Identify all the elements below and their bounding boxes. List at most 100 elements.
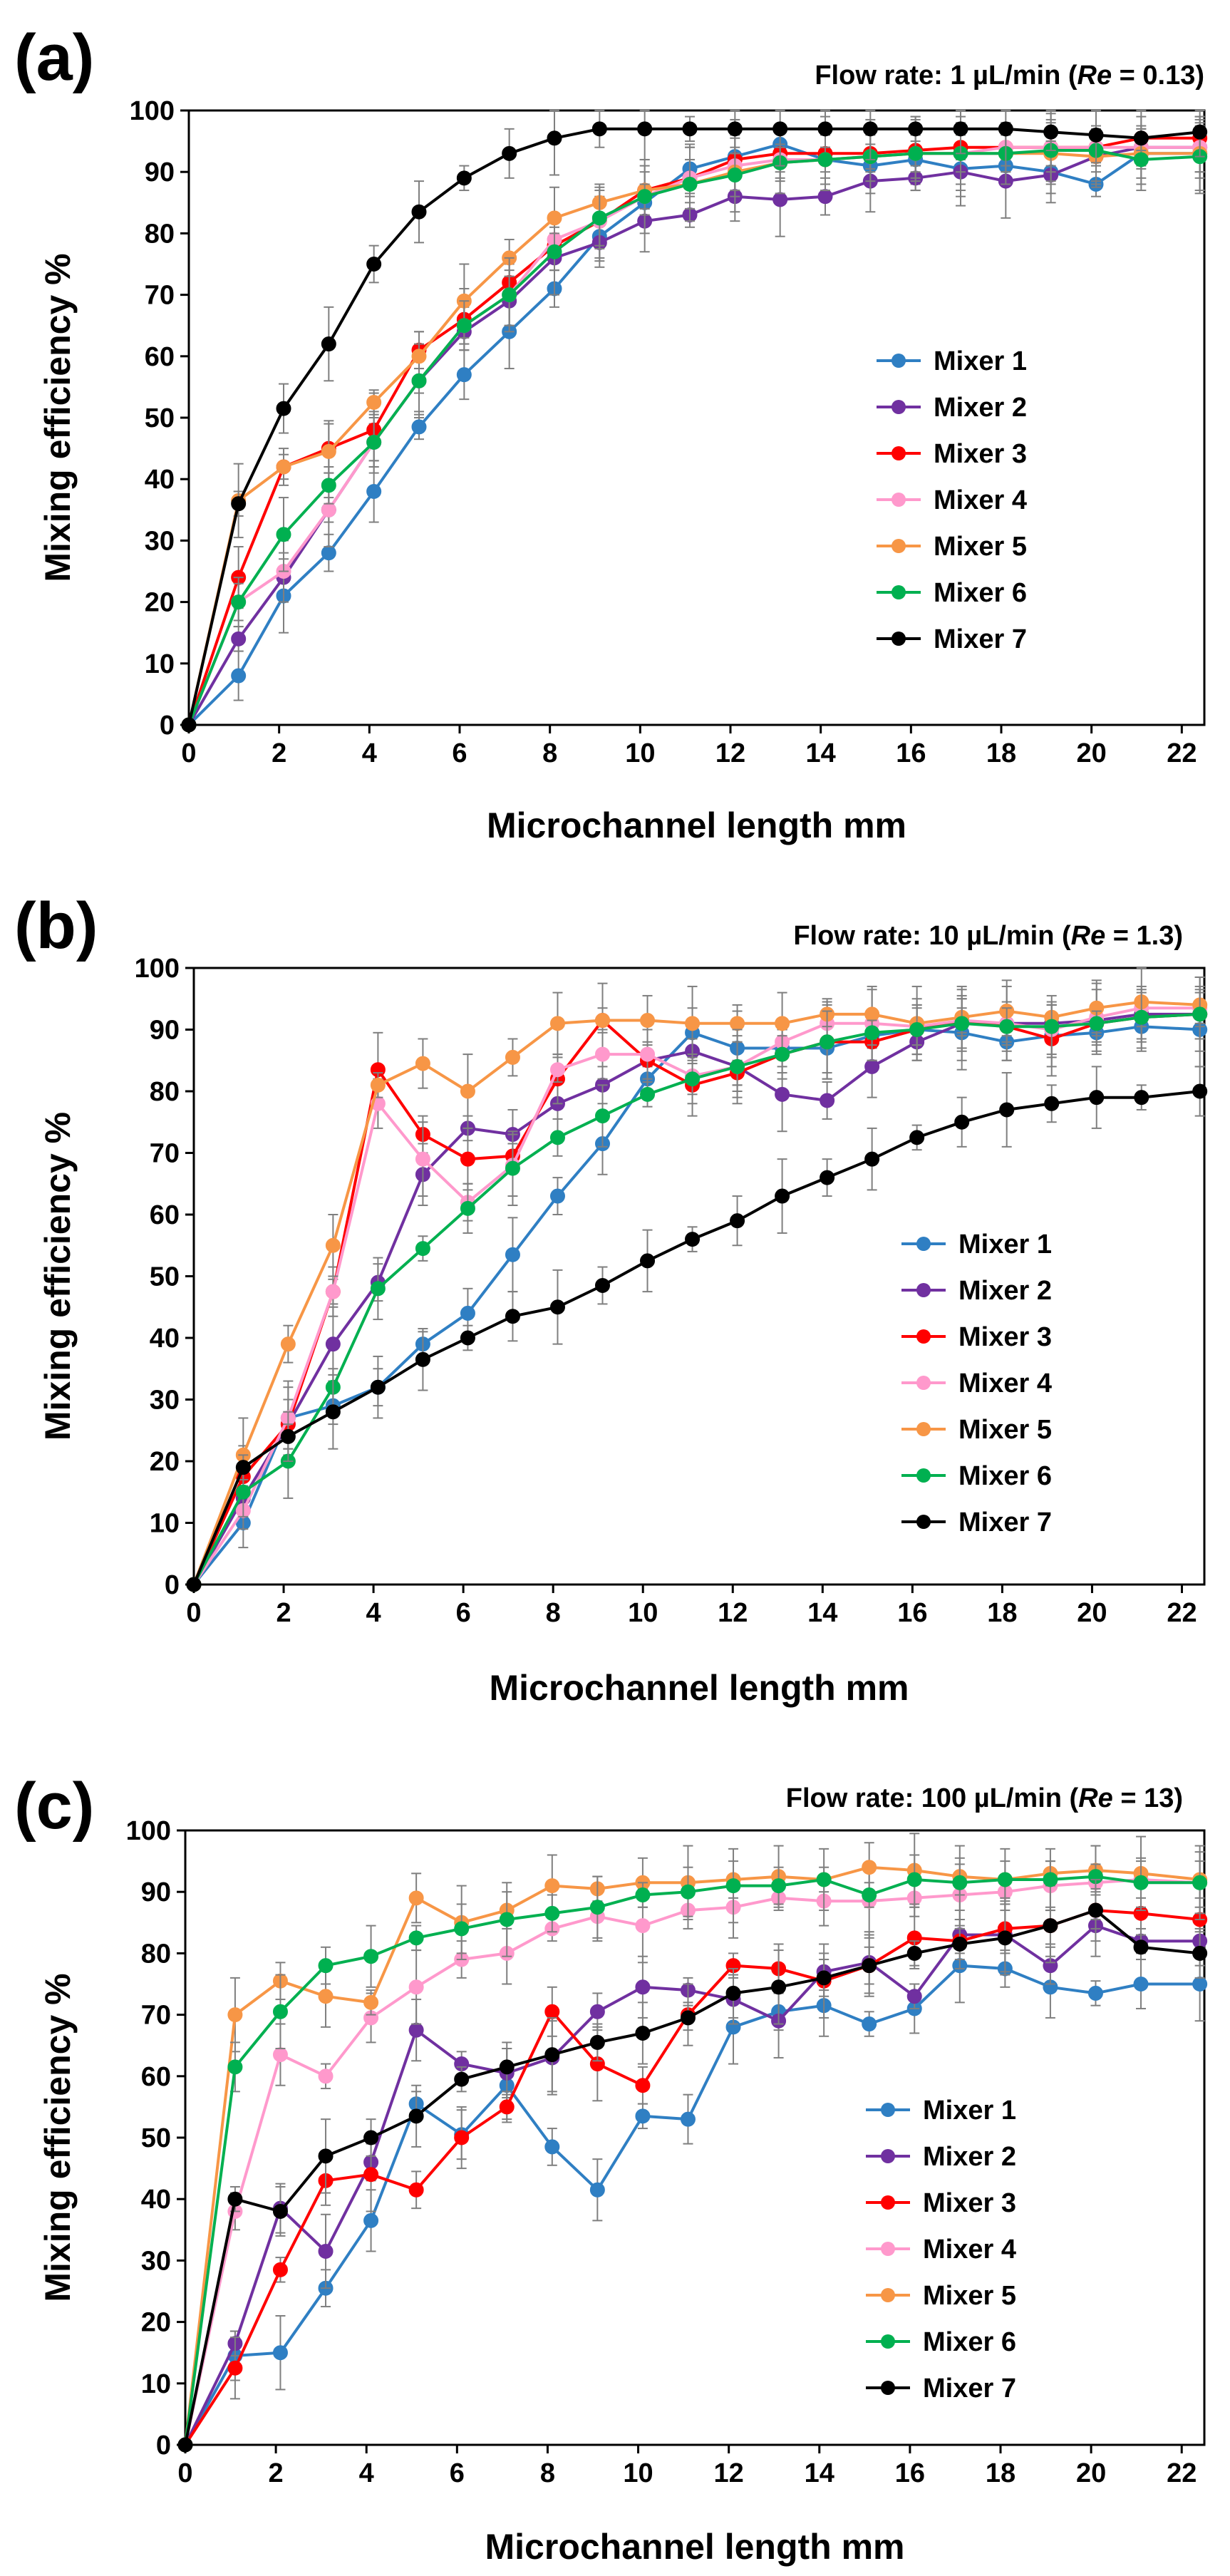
legend-marker: [881, 2195, 895, 2210]
series-mixer-5: [186, 967, 1208, 1592]
data-point: [231, 496, 247, 512]
legend-marker: [892, 585, 906, 599]
x-tick-label: 2: [269, 2458, 284, 2488]
data-point: [454, 2130, 470, 2145]
series-line: [187, 152, 1200, 726]
data-point: [544, 1878, 560, 1894]
data-point: [1088, 127, 1104, 143]
legend-label: Mixer 7: [934, 624, 1027, 654]
y-tick-label: 90: [145, 158, 175, 187]
flow-rate-re: Re: [1078, 1783, 1113, 1813]
data-point: [272, 2004, 288, 2019]
data-point: [1133, 1939, 1149, 1955]
y-tick-label: 30: [145, 526, 175, 556]
data-point: [1192, 1083, 1208, 1099]
data-point: [589, 2034, 605, 2050]
y-tick-label: 80: [145, 219, 175, 249]
x-tick-label: 22: [1167, 1598, 1197, 1628]
legend-marker: [881, 2103, 895, 2117]
legend-marker: [916, 1237, 931, 1251]
legend-label: Mixer 3: [958, 1322, 1052, 1352]
data-point: [408, 1979, 424, 1995]
data-point: [730, 1213, 745, 1229]
data-point: [954, 1016, 970, 1031]
x-tick-label: 4: [359, 2458, 374, 2488]
legend-marker: [881, 2288, 895, 2302]
legend-label: Mixer 2: [958, 1276, 1052, 1306]
legend-marker: [892, 354, 906, 368]
legend-marker: [892, 446, 906, 460]
data-point: [775, 1086, 790, 1102]
data-point: [505, 1049, 520, 1065]
data-point: [544, 2139, 560, 2155]
data-point: [547, 130, 562, 146]
legend-label: Mixer 1: [923, 2096, 1016, 2126]
legend-label: Mixer 1: [934, 346, 1027, 376]
y-tick-label: 0: [165, 1570, 180, 1600]
y-tick-label: 70: [141, 2001, 171, 2031]
data-point: [235, 1484, 251, 1500]
data-point: [685, 1016, 701, 1031]
data-point: [1043, 124, 1059, 140]
data-point: [318, 1958, 334, 1974]
data-point: [640, 1086, 656, 1102]
data-point: [775, 1188, 790, 1204]
data-point: [363, 2130, 379, 2145]
data-point: [775, 1046, 790, 1062]
series-mixer-7: [186, 1066, 1208, 1592]
data-point: [460, 1200, 475, 1216]
data-point: [454, 1921, 470, 1937]
flow-rate-suffix: = 1.3): [1105, 921, 1183, 951]
y-tick-label: 20: [141, 2308, 171, 2338]
legend-label: Mixer 4: [934, 485, 1027, 515]
data-point: [415, 1351, 430, 1367]
data-point: [411, 419, 427, 435]
data-point: [635, 2078, 651, 2093]
data-point: [408, 2108, 424, 2124]
data-point: [415, 1241, 430, 1257]
data-point: [725, 1878, 741, 1894]
data-point: [589, 2004, 605, 2019]
data-point: [544, 1905, 560, 1921]
y-axis-title: Mixing efficiency %: [38, 1112, 78, 1441]
data-point: [635, 1979, 651, 1995]
series-mixer-4: [186, 976, 1208, 1592]
data-point: [499, 1912, 515, 1927]
legend-marker: [916, 1376, 931, 1390]
data-point: [952, 1875, 968, 1890]
x-tick-label: 10: [623, 2458, 653, 2488]
data-point: [325, 1284, 341, 1299]
x-tick-label: 2: [272, 738, 286, 768]
x-tick-label: 0: [181, 738, 196, 768]
legend-marker: [892, 400, 906, 414]
y-tick-label: 60: [145, 342, 175, 372]
x-tick-label: 14: [806, 738, 836, 768]
chart-panel-2: (b) Flow rate: 10 µL/min (Re = 1.3)010203…: [14, 890, 1208, 1708]
data-point: [505, 1247, 520, 1262]
data-point: [456, 318, 472, 334]
data-point: [682, 176, 698, 192]
x-axis-title: Microchannel length mm: [487, 805, 906, 845]
data-point: [408, 2182, 424, 2198]
data-point: [906, 1872, 922, 1887]
data-point: [177, 2437, 193, 2453]
legend-label: Mixer 2: [923, 2142, 1016, 2172]
data-point: [280, 1428, 296, 1444]
data-point: [547, 210, 562, 226]
panel-label: (c): [14, 1770, 94, 1843]
data-point: [637, 189, 653, 205]
data-point: [635, 1887, 651, 1903]
legend-label: Mixer 6: [958, 1461, 1052, 1491]
x-axis-title: Microchannel length mm: [485, 2527, 905, 2567]
data-point: [411, 204, 427, 220]
data-point: [318, 2148, 334, 2164]
data-point: [231, 631, 247, 646]
series-mixer-3: [181, 110, 1208, 733]
series-line: [187, 145, 1200, 726]
data-point: [772, 192, 788, 207]
x-tick-label: 8: [542, 738, 557, 768]
legend-label: Mixer 6: [934, 578, 1027, 608]
flow-rate-prefix: Flow rate: 10 µL/min (: [793, 921, 1071, 951]
legend-marker: [881, 2242, 895, 2256]
data-point: [549, 1299, 565, 1315]
